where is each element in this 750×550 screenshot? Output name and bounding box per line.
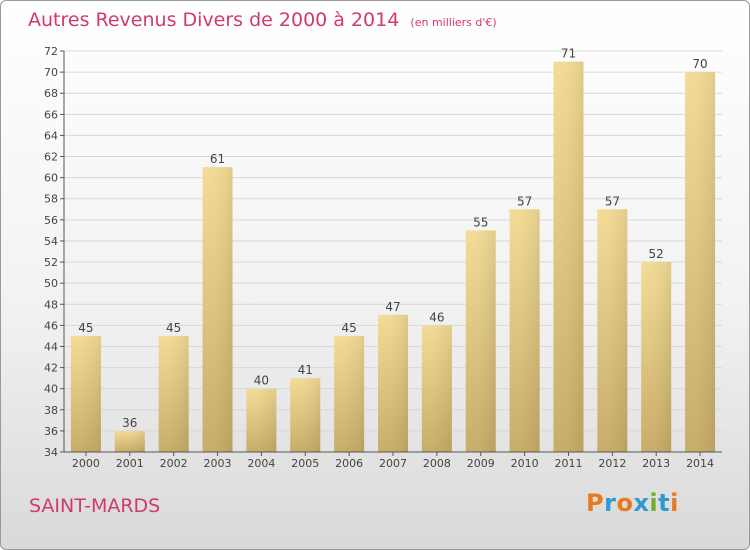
- data-label: 45: [341, 321, 356, 335]
- logo-letter: o: [616, 489, 634, 517]
- data-label: 70: [692, 57, 707, 71]
- chart-unit-note: (en milliers d'€): [410, 16, 497, 29]
- logo-letter: x: [633, 489, 650, 517]
- proxiti-logo: Proxiti: [586, 489, 679, 517]
- x-tick-label: 2005: [291, 457, 319, 470]
- x-tick-label: 2004: [247, 457, 275, 470]
- bar-shade-2014: [685, 72, 716, 453]
- y-tick-label: 56: [44, 214, 58, 227]
- bar-shade-2012: [597, 209, 628, 452]
- y-tick-label: 66: [44, 108, 58, 121]
- logo-letter: i: [649, 489, 659, 517]
- bars-layer: [70, 61, 716, 453]
- bar-shade-2001: [114, 430, 145, 452]
- city-name: SAINT-MARDS: [29, 495, 161, 517]
- data-label: 46: [429, 310, 444, 324]
- bar-shade-2007: [378, 314, 408, 452]
- y-tick-label: 62: [44, 151, 58, 164]
- y-tick-label: 34: [44, 446, 58, 459]
- x-tick-label: 2000: [72, 457, 100, 470]
- bar-shade-2008: [421, 325, 452, 452]
- y-tick-label: 72: [44, 45, 58, 58]
- y-tick-label: 52: [44, 256, 58, 269]
- data-label: 52: [649, 247, 664, 261]
- data-label: 57: [605, 194, 620, 208]
- y-tick-label: 48: [44, 298, 58, 311]
- axis-layer: 34 36 38 40 42 44 46 48 50 52 54 56 58 60 62 64 66 68 70 72…: [44, 45, 722, 470]
- x-tick-label: 2003: [204, 457, 232, 470]
- x-tick-label: 2013: [642, 457, 670, 470]
- y-tick-label: 58: [44, 193, 58, 206]
- y-tick-label: 46: [44, 319, 58, 332]
- y-tick-label: 50: [44, 277, 58, 290]
- data-label: 71: [561, 47, 576, 61]
- x-tick-label: 2008: [423, 457, 451, 470]
- y-tick-label: 38: [44, 404, 58, 417]
- y-tick-label: 60: [44, 172, 58, 185]
- x-tick-label: 2011: [554, 457, 582, 470]
- data-label: 57: [517, 194, 532, 208]
- x-tick-label: 2010: [511, 457, 539, 470]
- labels-layer: 45 36 45 61 40 41 45 47 46 55 57 71 57 52 70: [78, 47, 707, 430]
- logo-letter: t: [658, 489, 671, 517]
- x-tick-label: 2002: [160, 457, 188, 470]
- y-tick-label: 42: [44, 362, 58, 375]
- bar-shade-2000: [70, 335, 101, 452]
- bar-shade-2013: [641, 262, 672, 452]
- y-tick-label: 44: [44, 340, 58, 353]
- x-tick-label: 2007: [379, 457, 407, 470]
- chart-title-row: Autres Revenus Divers de 2000 à 2014 (en…: [28, 9, 497, 31]
- logo-letter: r: [604, 489, 617, 517]
- x-tick-label: 2006: [335, 457, 363, 470]
- chart-title: Autres Revenus Divers de 2000 à 2014: [28, 9, 400, 31]
- bar-shade-2005: [290, 378, 321, 452]
- x-tick-label: 2014: [686, 457, 714, 470]
- y-tick-label: 40: [44, 383, 58, 396]
- bar-shade-2003: [202, 167, 233, 452]
- bar-shade-2004: [246, 388, 277, 452]
- logo-letter: P: [586, 489, 605, 517]
- bar-shade-2002: [158, 335, 189, 452]
- y-tick-label: 68: [44, 87, 58, 100]
- logo-letter: i: [670, 489, 679, 517]
- data-label: 45: [78, 321, 93, 335]
- data-label: 41: [298, 363, 313, 377]
- bar-shade-2010: [509, 209, 540, 452]
- y-tick-label: 70: [44, 66, 58, 79]
- x-tick-label: 2012: [598, 457, 626, 470]
- data-label: 47: [385, 300, 400, 314]
- data-label: 40: [254, 374, 269, 388]
- y-tick-label: 36: [44, 425, 58, 438]
- data-label: 45: [166, 321, 181, 335]
- bar-shade-2009: [465, 230, 496, 452]
- x-tick-label: 2009: [467, 457, 495, 470]
- data-label: 55: [473, 215, 488, 229]
- y-tick-label: 54: [44, 235, 58, 248]
- data-label: 36: [122, 416, 137, 430]
- bar-shade-2011: [553, 61, 584, 452]
- bar-shade-2006: [334, 335, 365, 452]
- y-tick-label: 64: [44, 129, 58, 142]
- x-tick-label: 2001: [116, 457, 144, 470]
- data-label: 61: [210, 152, 225, 166]
